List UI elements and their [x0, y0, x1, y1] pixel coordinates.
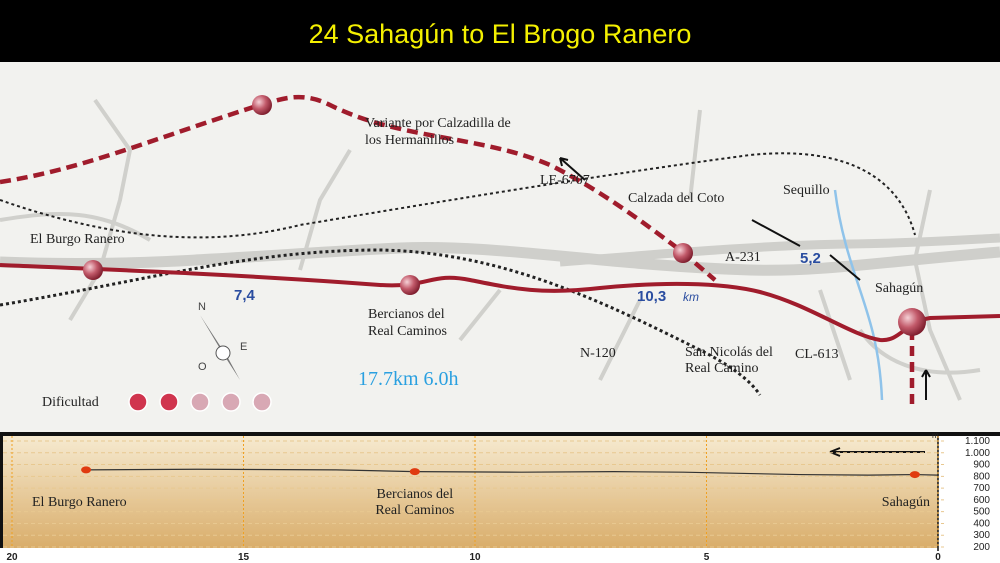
- y-tick-label: 900: [973, 460, 990, 471]
- arrows: [559, 157, 931, 400]
- y-tick-label: 1.000: [965, 448, 990, 459]
- elevation-line: [86, 468, 939, 476]
- town-dot: [400, 275, 420, 295]
- map-labels: Variante por Calzadilla de los Hermanill…: [30, 116, 923, 410]
- path-line: [0, 248, 762, 396]
- compass-center: [215, 345, 231, 361]
- x-tick-label: 5: [704, 552, 710, 563]
- compass-o: O: [198, 361, 207, 373]
- y-tick-label: 1.100: [965, 436, 990, 447]
- town-label: Sahagún: [882, 495, 930, 510]
- town-dots: [83, 95, 926, 336]
- y-tick-label: 600: [973, 495, 990, 506]
- town-label: Real Caminos: [375, 503, 454, 518]
- town-marker: [909, 471, 920, 479]
- variant-route: [0, 94, 717, 282]
- x-tick-label: 0: [935, 552, 941, 563]
- title: 24 Sahagún to El Brogo Ranero: [309, 19, 692, 49]
- difficulty-icon: [252, 392, 272, 412]
- distance-pointer: [751, 219, 861, 281]
- summary: 17.7km 6.0h: [358, 368, 459, 390]
- profile-xaxis-bg: [0, 548, 938, 563]
- roads: [0, 94, 1000, 405]
- map-label: CL-613: [795, 347, 839, 362]
- distance: 10,3: [637, 288, 666, 305]
- map-label: Sequillo: [783, 183, 830, 198]
- compass: N O E: [198, 301, 247, 380]
- town-dot: [898, 308, 926, 336]
- profile-axis-bg: [938, 436, 1000, 563]
- x-tick-label: 20: [6, 552, 18, 563]
- map-label: Real Caminos: [368, 324, 447, 339]
- map-label: LE-6707: [540, 173, 590, 188]
- distance: 5,2: [800, 250, 821, 267]
- y-tick-label: 400: [973, 518, 990, 529]
- y-tick-label: 800: [973, 471, 990, 482]
- river: [833, 189, 884, 401]
- town-label: El Burgo Ranero: [32, 495, 127, 510]
- main-route: [0, 263, 1000, 343]
- profile-bg: [3, 436, 938, 548]
- map-label: Variante por Calzadilla de: [365, 116, 511, 131]
- map-label: Sahagún: [875, 281, 923, 296]
- distance-unit: km: [683, 290, 699, 304]
- difficulty-icon: [190, 392, 210, 412]
- town-dot: [673, 243, 693, 263]
- n120-road: [0, 242, 1000, 276]
- compass-e: E: [240, 341, 247, 353]
- minor-roads: [0, 98, 981, 401]
- town-dot: [83, 260, 103, 280]
- y-tick-label: 200: [973, 542, 990, 553]
- map-label: N-120: [580, 346, 616, 361]
- difficulty-label: Dificultad: [42, 395, 99, 410]
- map-label: los Hermanillos: [365, 133, 454, 148]
- difficulty-icon: [128, 392, 148, 412]
- unit-label: m: [932, 431, 939, 440]
- y-tick-label: 500: [973, 507, 990, 518]
- map-label: A-231: [725, 250, 761, 265]
- difficulty-icon: [221, 392, 241, 412]
- a231-road: [559, 233, 1000, 267]
- distance: 7,4: [234, 287, 256, 304]
- map-label: El Burgo Ranero: [30, 232, 125, 247]
- town-dot: [252, 95, 272, 115]
- rail-line: [0, 152, 916, 239]
- y-tick-label: 300: [973, 530, 990, 541]
- x-tick-label: 15: [238, 552, 250, 563]
- map-label: Bercianos del: [368, 307, 445, 322]
- x-tick-label: 10: [469, 552, 481, 563]
- town-marker: [81, 466, 92, 474]
- town-label: Bercianos del: [377, 487, 454, 502]
- map-label: Real Camino: [685, 361, 759, 376]
- map-label: Calzada del Coto: [628, 191, 724, 206]
- town-marker: [409, 468, 420, 476]
- map-label: San Nicolás del: [685, 345, 773, 360]
- y-tick-label: 700: [973, 483, 990, 494]
- title-bar: [0, 0, 1000, 62]
- compass-n: N: [198, 301, 206, 313]
- difficulty-icon: [159, 392, 179, 412]
